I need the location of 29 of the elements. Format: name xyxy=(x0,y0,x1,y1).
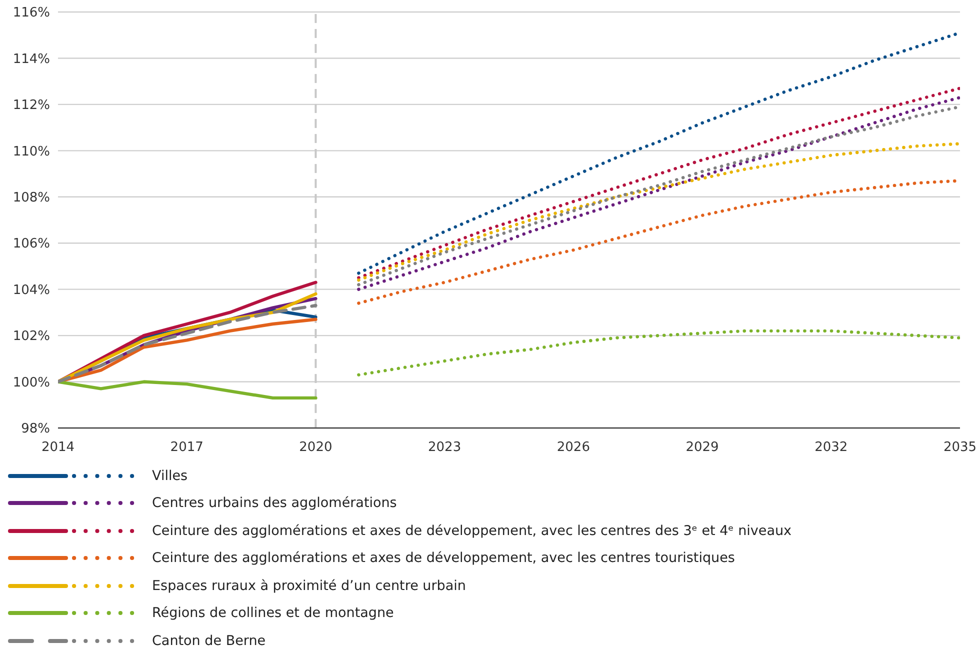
y-tick-label: 106% xyxy=(12,236,50,252)
legend-label: Villes xyxy=(152,468,188,484)
y-tick-label: 98% xyxy=(21,422,50,437)
y-tick-label: 100% xyxy=(12,375,50,390)
x-tick-label: 2020 xyxy=(299,440,332,456)
y-tick-label: 102% xyxy=(12,329,50,344)
line-series xyxy=(357,142,960,282)
x-tick-label: 2026 xyxy=(556,440,590,456)
x-tick-label: 2014 xyxy=(41,440,75,456)
y-tick-label: 108% xyxy=(12,190,50,206)
x-tick-label: 2029 xyxy=(686,440,719,456)
y-tick-label: 114% xyxy=(12,52,50,67)
y-tick-label: 112% xyxy=(12,98,50,114)
x-tick-label: 2035 xyxy=(943,440,977,456)
y-tick-label: 110% xyxy=(12,144,50,160)
legend-label: Centres urbains des agglomérations xyxy=(152,495,397,512)
legend-label: Canton de Berne xyxy=(152,632,266,649)
line-series xyxy=(357,31,960,275)
x-tick-label: 2023 xyxy=(428,440,462,456)
y-tick-label: 104% xyxy=(12,282,50,298)
legend-label: Ceinture des agglomérations et axes de développement, avec les centres des 3ᵉ et 4ᵉ niveaux xyxy=(152,522,792,539)
line-series xyxy=(58,380,318,400)
line-series xyxy=(357,329,960,376)
y-tick-label: 116% xyxy=(12,6,50,21)
legend-label: Espaces ruraux à proximité d’un centre urbain xyxy=(152,578,466,594)
legend-label: Régions de collines et de montagne xyxy=(152,605,394,622)
x-tick-label: 2017 xyxy=(170,440,204,456)
x-tick-label: 2032 xyxy=(814,440,848,456)
legend-label: Ceinture des agglomérations et axes de développement, avec les centres touristiques xyxy=(152,550,735,566)
